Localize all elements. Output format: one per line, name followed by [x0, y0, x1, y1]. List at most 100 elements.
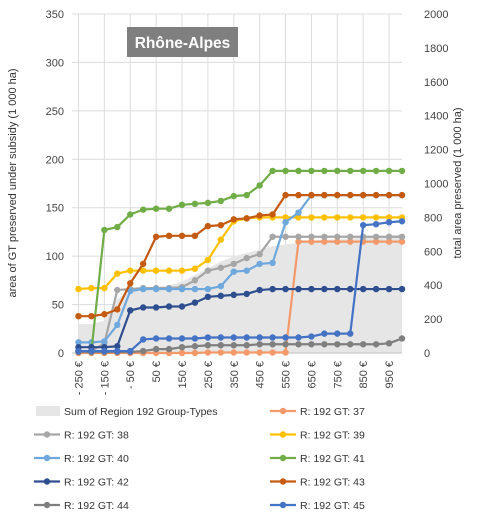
data-point — [217, 197, 225, 205]
x-tick-label: - 250 € — [73, 361, 85, 395]
data-point — [321, 285, 328, 293]
data-point — [385, 238, 393, 245]
y-axis-title: area of GT preserved under subsidy (1 00… — [7, 68, 19, 297]
data-point — [308, 191, 315, 199]
x-tick-label: 950 € — [384, 361, 396, 389]
data-point — [139, 267, 147, 274]
data-point — [359, 221, 367, 229]
data-point — [127, 287, 134, 295]
data-point — [230, 349, 237, 356]
x-tick-label: 150 € — [177, 361, 189, 389]
data-point — [204, 222, 212, 230]
data-point — [88, 312, 95, 320]
legend-marker — [43, 431, 51, 438]
data-point — [101, 338, 108, 345]
data-point — [372, 285, 380, 293]
data-point — [334, 238, 341, 245]
data-point — [114, 321, 121, 329]
chart-title-box — [127, 27, 238, 57]
data-point — [165, 267, 173, 274]
data-point — [114, 347, 121, 355]
data-point — [295, 209, 302, 216]
y-tick-label: 350 — [46, 9, 64, 21]
series-4 — [75, 167, 406, 355]
y-tick-label: 300 — [46, 57, 64, 69]
data-point — [372, 238, 380, 245]
data-point — [139, 336, 147, 343]
data-point — [204, 293, 212, 301]
data-point — [256, 260, 263, 268]
data-point — [295, 334, 302, 341]
data-point — [321, 233, 328, 240]
data-point — [334, 233, 341, 240]
y2-tick-label: 1800 — [424, 43, 448, 55]
data-point — [230, 291, 237, 299]
data-point — [308, 333, 315, 340]
data-point — [191, 343, 199, 350]
series-layer — [75, 167, 406, 357]
legend-marker — [279, 454, 287, 462]
y-tick-label: 250 — [46, 106, 64, 118]
data-point — [359, 191, 367, 199]
data-point — [282, 219, 289, 226]
data-point — [204, 199, 212, 207]
data-point — [114, 306, 121, 313]
legend-label: R: 192 GT: 42 — [64, 477, 129, 489]
data-point — [347, 233, 354, 240]
data-point — [308, 214, 315, 221]
data-point — [269, 211, 276, 218]
data-point — [269, 167, 276, 175]
data-point — [334, 167, 341, 175]
legend-label: R: 192 GT: 38 — [64, 430, 129, 442]
data-point — [178, 335, 186, 342]
y2-tick-label: 1400 — [424, 111, 448, 123]
y2-tick-label: 1600 — [424, 77, 448, 89]
data-point — [243, 215, 250, 222]
x-tick-label: 850 € — [358, 361, 370, 389]
data-point — [127, 280, 134, 287]
data-point — [191, 265, 199, 272]
data-point — [101, 347, 108, 355]
title-layer: Rhône-Alpes — [127, 27, 238, 57]
data-point — [152, 335, 160, 342]
data-point — [243, 191, 250, 199]
data-point — [295, 214, 302, 221]
data-point — [269, 334, 276, 341]
data-point — [398, 238, 406, 245]
data-point — [385, 233, 393, 240]
y2-axis-title: total area preserved (1 000 ha) — [452, 107, 464, 258]
x-tick-label: - 50 € — [125, 361, 137, 389]
data-point — [347, 341, 354, 348]
data-point — [269, 341, 276, 348]
data-point — [372, 341, 380, 348]
y-tick-label: 100 — [46, 251, 64, 263]
data-point — [385, 285, 393, 293]
data-point — [217, 334, 225, 341]
data-point — [217, 292, 225, 300]
data-point — [178, 303, 186, 310]
data-point — [191, 200, 199, 208]
data-point — [191, 285, 199, 293]
y2-tick-label: 400 — [424, 280, 442, 292]
data-point — [282, 285, 289, 293]
data-point — [372, 167, 380, 175]
data-point — [217, 221, 225, 229]
data-point — [256, 182, 263, 189]
data-point — [282, 349, 289, 356]
data-point — [152, 304, 160, 311]
data-point — [101, 284, 108, 292]
data-point — [191, 349, 199, 357]
data-point — [385, 340, 393, 347]
data-point — [372, 214, 380, 221]
y2-tick-label: 200 — [424, 314, 442, 326]
data-point — [114, 270, 121, 277]
data-point — [256, 334, 263, 341]
data-point — [101, 311, 108, 318]
data-point — [139, 260, 147, 268]
data-point — [114, 286, 121, 294]
data-point — [165, 232, 173, 240]
legend-label: R: 192 GT: 41 — [300, 453, 365, 465]
data-point — [243, 349, 250, 356]
data-point — [359, 341, 367, 348]
data-point — [269, 259, 276, 267]
